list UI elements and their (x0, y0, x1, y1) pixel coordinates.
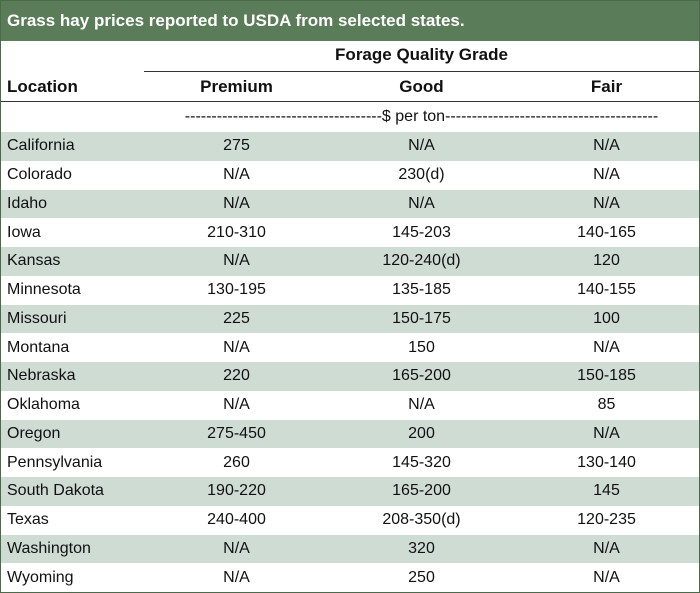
table-row: Colorado N/A 230(d) N/A (1, 161, 699, 190)
premium-cell: N/A (223, 338, 250, 356)
good-cell: 200 (408, 424, 435, 442)
good-cell: 145-203 (392, 223, 451, 241)
premium-cell: 225 (223, 309, 250, 327)
good-cell: 230(d) (398, 166, 445, 184)
table-row: Idaho N/A N/A N/A (1, 189, 699, 219)
location-cell: Colorado (7, 166, 72, 184)
good-cell: 250 (408, 568, 435, 586)
header-rule (1, 101, 699, 102)
fair-cell: 130-140 (577, 453, 636, 471)
premium-cell: N/A (223, 568, 250, 586)
fair-cell: 85 (597, 396, 616, 414)
column-header-location: Location (7, 77, 78, 96)
premium-cell: 240-400 (207, 511, 266, 529)
table-row: Oregon 275-450 200 N/A (1, 419, 699, 449)
fair-cell: 145 (593, 482, 620, 500)
table-row: Missouri 225 150-175 100 (1, 304, 699, 334)
table-row: Iowa 210-310 145-203 140-165 (1, 218, 699, 247)
location-cell: Oregon (7, 424, 61, 442)
good-cell: 135-185 (392, 281, 451, 299)
table-body: California 275 N/A N/A Colorado N/A 230(d) N/A I… (1, 132, 699, 592)
location-cell: Idaho (7, 194, 48, 212)
location-cell: Nebraska (7, 367, 76, 385)
fair-cell: N/A (593, 137, 620, 155)
premium-cell: N/A (223, 396, 250, 414)
good-cell: 165-200 (392, 482, 451, 500)
location-cell: Kansas (7, 252, 61, 270)
premium-cell: N/A (223, 166, 250, 184)
location-cell: Iowa (7, 223, 41, 241)
premium-cell: 275 (223, 137, 250, 155)
table-row: Nebraska 220 165-200 150-185 (1, 362, 699, 391)
good-cell: 120-240(d) (382, 252, 461, 270)
table-header: Forage Quality Grade Location Premium Go… (1, 41, 699, 102)
column-header-fair: Fair (590, 77, 623, 96)
fair-cell: N/A (593, 338, 620, 356)
fair-cell: 140-155 (577, 281, 636, 299)
fair-cell: N/A (593, 539, 620, 557)
location-cell: Minnesota (7, 281, 81, 299)
table-row: Kansas N/A 120-240(d) 120 (1, 247, 699, 276)
table-row: Montana N/A 150 N/A (1, 333, 699, 362)
unit-label: -------------------------------------$ p… (184, 108, 659, 125)
premium-cell: 210-310 (207, 223, 266, 241)
location-cell: Washington (7, 539, 91, 557)
premium-cell: N/A (223, 194, 250, 212)
good-cell: 145-320 (392, 453, 451, 471)
good-cell: N/A (408, 396, 435, 414)
location-cell: South Dakota (7, 482, 104, 500)
table-row: California 275 N/A N/A (1, 132, 699, 161)
table-row: Oklahoma N/A N/A 85 (1, 391, 699, 420)
fair-cell: N/A (593, 424, 620, 442)
column-header-premium: Premium (200, 77, 273, 96)
fair-cell: 150-185 (577, 367, 636, 385)
premium-cell: 260 (223, 453, 250, 471)
group-header-forage-quality: Forage Quality Grade (335, 45, 508, 64)
good-cell: N/A (408, 137, 435, 155)
good-cell: 320 (408, 539, 435, 557)
location-cell: Missouri (7, 309, 67, 327)
table-row: Texas 240-400 208-350(d) 120-235 (1, 506, 699, 535)
column-header-good: Good (399, 77, 444, 96)
good-cell: 208-350(d) (382, 511, 461, 529)
fair-cell: 140-165 (577, 223, 636, 241)
table-row: South Dakota 190-220 165-200 145 (1, 477, 699, 506)
good-cell: N/A (408, 194, 435, 212)
premium-cell: 275-450 (207, 424, 266, 442)
premium-cell: N/A (223, 539, 250, 557)
good-cell: 165-200 (392, 367, 451, 385)
fair-cell: 120-235 (577, 511, 636, 529)
table-row: Pennsylvania 260 145-320 130-140 (1, 448, 699, 477)
good-cell: 150-175 (392, 309, 451, 327)
location-cell: Pennsylvania (7, 453, 103, 471)
premium-cell: 220 (223, 367, 250, 385)
table-row: Washington N/A 320 N/A (1, 534, 699, 564)
fair-cell: N/A (593, 568, 620, 586)
location-cell: California (7, 137, 75, 155)
table-title: Grass hay prices reported to USDA from s… (1, 1, 699, 41)
table-row: Minnesota 130-195 135-185 140-155 (1, 276, 699, 305)
fair-cell: 120 (593, 252, 620, 270)
group-header-rule (144, 71, 699, 72)
location-cell: Montana (7, 338, 70, 356)
location-cell: Wyoming (7, 568, 74, 586)
fair-cell: N/A (593, 166, 620, 184)
premium-cell: N/A (223, 252, 250, 270)
location-cell: Oklahoma (7, 396, 80, 414)
fair-cell: N/A (593, 194, 620, 212)
table-row: Wyoming N/A 250 N/A (1, 563, 699, 592)
good-cell: 150 (408, 338, 435, 356)
fair-cell: 100 (593, 309, 620, 327)
premium-cell: 190-220 (207, 482, 266, 500)
unit-row: -------------------------------------$ p… (1, 102, 699, 132)
premium-cell: 130-195 (207, 281, 266, 299)
location-cell: Texas (7, 511, 49, 529)
